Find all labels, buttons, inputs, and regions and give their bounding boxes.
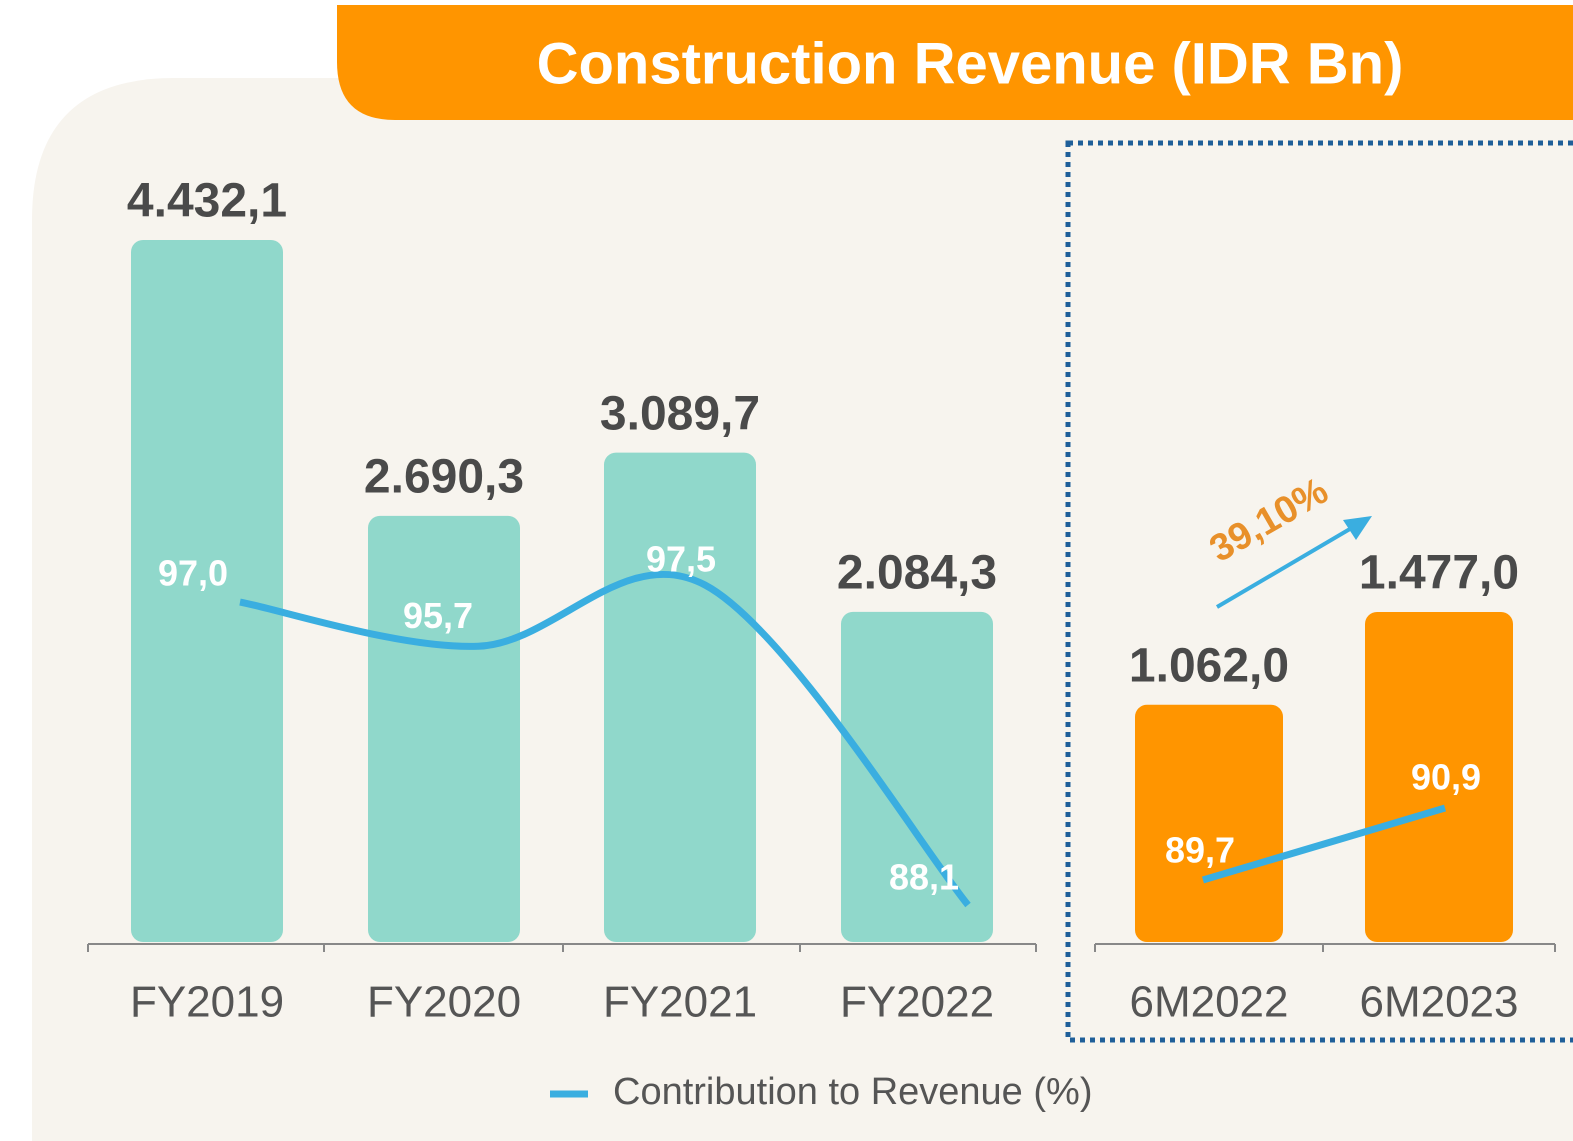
highlight-box — [1065, 140, 1573, 1043]
x-tick-label: FY2021 — [603, 978, 757, 1027]
axis-ticks — [87, 944, 1556, 952]
bar — [604, 452, 756, 942]
value-label: 2.084,3 — [837, 547, 997, 600]
x-tick-label: FY2019 — [130, 978, 284, 1027]
data-label: 97,5 — [646, 539, 716, 580]
data-label: 97,0 — [158, 553, 228, 594]
x-tick-label: FY2022 — [840, 978, 994, 1027]
value-label: 1.477,0 — [1359, 547, 1519, 600]
bar — [1365, 612, 1513, 942]
x-tick-label: FY2020 — [367, 978, 521, 1027]
bar — [1135, 704, 1283, 942]
growth-arrow-head — [1343, 516, 1372, 540]
data-label: 95,7 — [403, 595, 473, 636]
data-label: 90,9 — [1411, 757, 1481, 798]
x-tick-label: 6M2022 — [1129, 978, 1288, 1027]
bar — [131, 240, 283, 942]
line — [1202, 804, 1446, 884]
value-label: 1.062,0 — [1129, 639, 1289, 692]
growth-arrow — [1215, 524, 1357, 609]
value-label: 4.432,1 — [127, 175, 287, 228]
line — [239, 570, 971, 908]
x-tick-label: 6M2023 — [1359, 978, 1518, 1027]
value-label: 2.690,3 — [364, 451, 524, 504]
legend-label: Contribution to Revenue (%) — [613, 1071, 1092, 1113]
value-label: 3.089,7 — [600, 387, 760, 440]
data-label: 88,1 — [889, 857, 959, 898]
bar — [368, 515, 520, 942]
chart-title: Construction Revenue (IDR Bn) — [537, 31, 1404, 96]
bar — [841, 611, 993, 942]
title-banner — [337, 5, 1573, 120]
data-label: 89,7 — [1165, 830, 1235, 871]
